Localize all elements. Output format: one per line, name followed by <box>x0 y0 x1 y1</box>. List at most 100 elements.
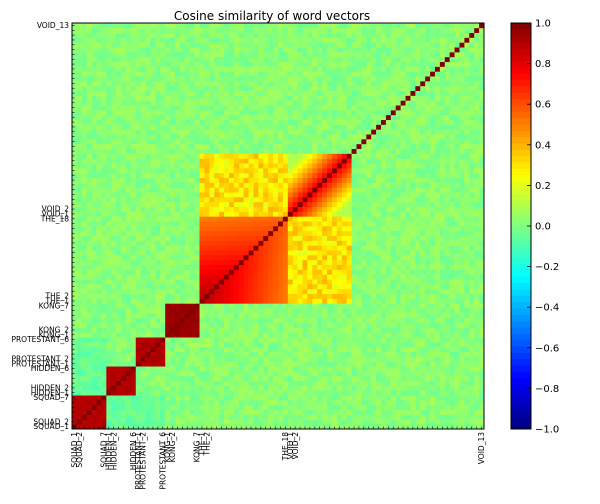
heatmap-cell <box>302 298 308 304</box>
heatmap-cell <box>81 284 88 290</box>
heatmap-cell <box>179 139 186 145</box>
heatmap-cell <box>385 187 392 193</box>
heatmap-cell <box>258 346 264 353</box>
heatmap-cell <box>297 385 303 391</box>
heatmap-cell <box>253 187 259 193</box>
heatmap-cell <box>410 361 416 367</box>
heatmap-cell <box>405 385 411 391</box>
heatmap-cell <box>130 371 137 377</box>
heatmap-cell <box>307 245 313 251</box>
heatmap-cell <box>390 303 397 309</box>
heatmap-cell <box>273 255 279 261</box>
heatmap-cell <box>116 172 122 179</box>
heatmap-cell <box>224 279 230 285</box>
heatmap-cell <box>312 385 318 391</box>
heatmap-cell <box>209 385 215 391</box>
heatmap-cell <box>327 298 333 304</box>
heatmap-cell <box>228 139 235 145</box>
heatmap-cell <box>469 346 475 353</box>
heatmap-cell <box>194 274 200 280</box>
heatmap-cell <box>86 317 92 324</box>
heatmap-cell <box>91 400 97 406</box>
heatmap-cell <box>263 371 269 377</box>
heatmap-cell <box>474 317 480 324</box>
heatmap-cell <box>165 385 171 391</box>
heatmap-cell <box>292 288 298 295</box>
heatmap-cell <box>410 235 416 241</box>
heatmap-cell <box>317 322 323 328</box>
heatmap-cell <box>371 168 377 174</box>
heatmap-cell <box>175 197 181 203</box>
heatmap-cell <box>351 182 357 188</box>
heatmap-cell <box>170 298 176 304</box>
heatmap-cell <box>425 327 431 333</box>
heatmap-cell <box>160 293 166 299</box>
heatmap-cell <box>96 298 102 304</box>
heatmap-cell <box>420 216 426 222</box>
heatmap-cell <box>199 284 205 290</box>
heatmap-cell <box>459 201 465 208</box>
heatmap-cell <box>415 366 421 372</box>
heatmap-cell <box>233 293 240 299</box>
heatmap-cell <box>248 322 254 328</box>
heatmap-cell <box>381 226 387 232</box>
heatmap-cell <box>233 327 240 333</box>
heatmap-cell <box>273 409 279 415</box>
heatmap-cell <box>263 182 269 188</box>
heatmap-cell <box>175 153 181 159</box>
heatmap-cell <box>106 255 112 261</box>
heatmap-cell <box>469 380 475 386</box>
heatmap-cell <box>341 371 348 377</box>
heatmap-cell <box>72 351 78 357</box>
heatmap-cell <box>76 371 83 377</box>
heatmap-cell <box>135 274 142 280</box>
heatmap-cell <box>111 385 117 391</box>
heatmap-cell <box>72 255 78 261</box>
heatmap-cell <box>287 226 294 232</box>
heatmap-cell <box>439 375 446 382</box>
heatmap-cell <box>459 342 465 348</box>
heatmap-cell <box>385 259 392 266</box>
heatmap-cell <box>86 298 92 304</box>
heatmap-cell <box>243 313 249 319</box>
heatmap-cell <box>371 414 377 420</box>
heatmap-cell <box>430 206 436 212</box>
heatmap-cell <box>86 288 92 295</box>
heatmap-cell <box>474 230 480 237</box>
heatmap-cell <box>101 139 107 145</box>
heatmap-cell <box>145 322 151 328</box>
heatmap-cell <box>125 274 132 280</box>
heatmap-cell <box>238 182 245 188</box>
heatmap-cell <box>268 192 274 198</box>
heatmap-cell <box>434 337 441 343</box>
heatmap-cell <box>420 158 426 164</box>
heatmap-cell <box>434 201 441 208</box>
heatmap-cell <box>434 269 441 275</box>
heatmap-cell <box>228 269 235 275</box>
heatmap-cell <box>91 284 97 290</box>
heatmap-cell <box>287 303 294 309</box>
heatmap-cell <box>454 177 460 183</box>
heatmap-cell <box>371 153 377 159</box>
heatmap-cell <box>145 221 151 227</box>
heatmap-cell <box>449 245 455 251</box>
heatmap-cell <box>194 211 200 217</box>
heatmap-cell <box>184 366 191 372</box>
heatmap-cell <box>135 385 142 391</box>
heatmap-cell <box>273 148 279 154</box>
heatmap-cell <box>410 356 416 362</box>
heatmap-cell <box>209 366 215 372</box>
heatmap-cell <box>248 230 254 237</box>
heatmap-cell <box>184 163 191 169</box>
heatmap-cell <box>390 346 397 353</box>
heatmap-cell <box>327 269 333 275</box>
heatmap-cell <box>273 269 279 275</box>
heatmap-cell <box>116 327 122 333</box>
heatmap-cell <box>410 201 416 208</box>
heatmap-cell <box>336 414 343 420</box>
heatmap-cell <box>459 274 465 280</box>
heatmap-cell <box>125 139 132 145</box>
heatmap-cell <box>253 143 259 150</box>
heatmap-cell <box>434 380 441 386</box>
heatmap-cell <box>439 197 446 203</box>
